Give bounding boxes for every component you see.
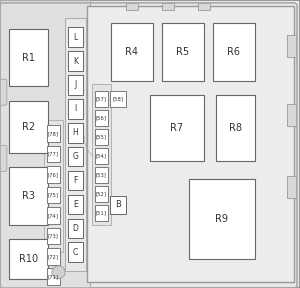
Bar	[126, 3, 138, 10]
Text: D: D	[72, 224, 78, 233]
Bar	[286, 176, 296, 198]
Bar	[64, 18, 86, 271]
Bar	[189, 179, 255, 259]
Text: R6: R6	[227, 47, 241, 57]
Bar	[68, 219, 83, 238]
Bar	[110, 196, 126, 214]
Bar	[213, 23, 255, 81]
Text: J: J	[74, 80, 76, 90]
Bar	[46, 125, 60, 142]
Bar	[44, 120, 63, 252]
Bar	[286, 104, 296, 126]
Text: R7: R7	[170, 123, 184, 133]
Text: R3: R3	[22, 191, 35, 201]
Bar	[286, 35, 296, 57]
Bar	[94, 110, 108, 126]
Bar	[9, 167, 48, 225]
Text: [55]: [55]	[96, 134, 107, 140]
Bar	[94, 205, 108, 221]
Bar	[94, 167, 108, 183]
Bar	[94, 186, 108, 202]
Text: [56]: [56]	[96, 115, 107, 121]
Circle shape	[52, 266, 65, 278]
Bar	[46, 207, 60, 224]
Text: C: C	[73, 248, 78, 257]
Bar	[68, 27, 83, 47]
Text: L: L	[73, 33, 77, 42]
Text: E: E	[73, 200, 78, 209]
Bar	[111, 23, 153, 81]
Text: [78]: [78]	[48, 131, 59, 136]
Text: F: F	[73, 176, 77, 185]
Bar	[46, 228, 60, 244]
Text: [58]: [58]	[113, 96, 124, 102]
Text: R2: R2	[22, 122, 35, 132]
Bar	[68, 75, 83, 95]
Text: [57]: [57]	[96, 96, 107, 102]
Bar	[68, 195, 83, 214]
Text: R8: R8	[229, 123, 242, 133]
Bar	[9, 29, 48, 86]
Text: [73]: [73]	[48, 233, 59, 238]
Bar	[9, 239, 48, 279]
Bar	[68, 99, 83, 119]
Bar	[94, 91, 108, 107]
Bar	[68, 171, 83, 190]
Text: R5: R5	[176, 47, 190, 57]
Text: [74]: [74]	[48, 213, 59, 218]
Bar	[162, 23, 204, 81]
Text: [76]: [76]	[48, 172, 59, 177]
Bar	[46, 268, 60, 285]
Text: [71]: [71]	[48, 274, 59, 279]
Bar	[94, 129, 108, 145]
Text: [52]: [52]	[96, 192, 107, 197]
Bar	[92, 84, 111, 225]
Text: I: I	[74, 104, 76, 113]
Bar	[46, 146, 60, 162]
Bar	[68, 123, 83, 143]
FancyBboxPatch shape	[0, 145, 7, 171]
Bar	[9, 101, 48, 153]
Bar	[198, 3, 210, 10]
Bar	[46, 166, 60, 183]
Text: R9: R9	[215, 214, 229, 224]
Text: [51]: [51]	[96, 211, 107, 216]
Bar	[94, 148, 108, 164]
Bar	[87, 6, 294, 282]
Bar	[216, 95, 255, 161]
Text: G: G	[72, 152, 78, 161]
Text: [75]: [75]	[48, 192, 59, 198]
Bar	[68, 51, 83, 71]
Text: [53]: [53]	[96, 173, 107, 178]
Text: R1: R1	[22, 53, 35, 62]
Text: R10: R10	[19, 254, 38, 264]
Bar	[162, 3, 174, 10]
Bar	[110, 91, 126, 107]
Bar	[68, 147, 83, 166]
Bar	[0, 0, 90, 288]
Text: R4: R4	[125, 47, 139, 57]
Text: H: H	[72, 128, 78, 137]
FancyBboxPatch shape	[0, 79, 7, 105]
Bar	[46, 248, 60, 265]
Text: [54]: [54]	[96, 154, 107, 159]
Text: [72]: [72]	[48, 254, 59, 259]
Text: [77]: [77]	[48, 151, 59, 157]
Bar	[150, 95, 204, 161]
Bar	[68, 242, 83, 262]
Text: B: B	[115, 200, 121, 209]
Bar	[46, 187, 60, 203]
Text: K: K	[73, 56, 78, 66]
